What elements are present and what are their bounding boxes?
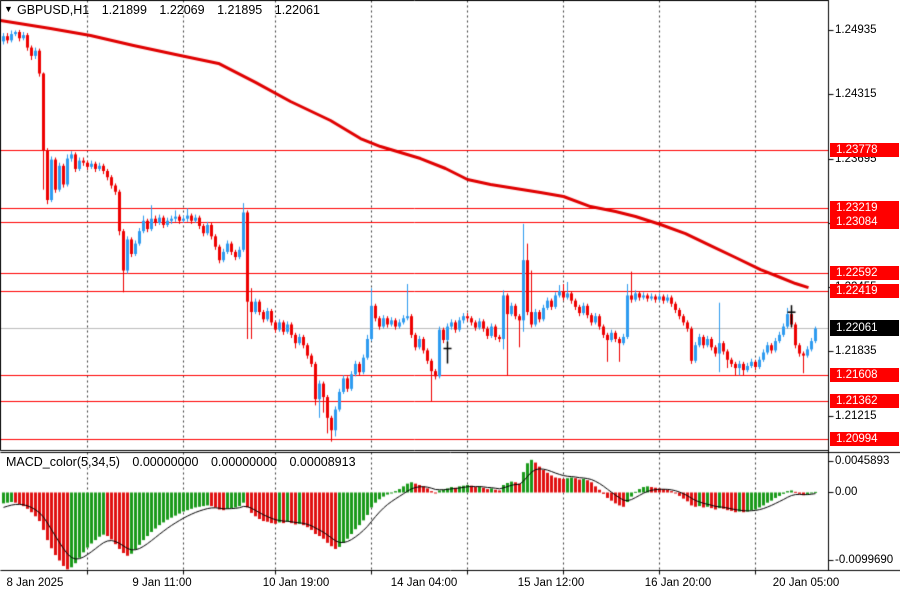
price-tick-label: 1.24315 xyxy=(835,88,877,101)
level-price-label: 1.21608 xyxy=(830,368,899,383)
current-price-label: 1.22061 xyxy=(830,320,899,337)
time-axis-label: 16 Jan 20:00 xyxy=(644,577,712,589)
level-price-label: 1.21362 xyxy=(830,393,899,408)
macd-axis-label: -0.0099690 xyxy=(835,553,894,566)
level-price-label: 1.22592 xyxy=(830,265,899,280)
level-price-label: 1.23778 xyxy=(830,142,899,157)
chart-dropdown-triangle-icon[interactable]: ▼ xyxy=(4,4,13,14)
symbol-ohlc-header: GBPUSD,H1 1.21899 1.22069 1.21895 1.2206… xyxy=(17,3,329,17)
time-axis-label: 15 Jan 12:00 xyxy=(517,577,585,589)
time-axis-label: 8 Jan 2025 xyxy=(6,577,64,589)
time-axis-label: 14 Jan 04:00 xyxy=(390,577,458,589)
price-tick-label: 1.21835 xyxy=(835,345,877,358)
price-tick-label: 1.24935 xyxy=(835,23,877,36)
close-value: 1.22061 xyxy=(274,3,320,17)
time-axis-label: 9 Jan 11:00 xyxy=(132,577,192,589)
high-value: 1.22069 xyxy=(159,3,205,17)
macd-axis-label: 0.00 xyxy=(835,485,858,498)
macd-axis-label: 0.0045893 xyxy=(835,454,890,467)
low-value: 1.21895 xyxy=(217,3,263,17)
macd-value-3: 0.00008913 xyxy=(289,455,356,469)
time-axis-label: 20 Jan 05:00 xyxy=(772,577,840,589)
time-axis-label: 10 Jan 19:00 xyxy=(262,577,330,589)
macd-value-2: 0.00000000 xyxy=(210,455,277,469)
level-price-label: 1.23084 xyxy=(830,214,899,229)
symbol-period-label: GBPUSD,H1 xyxy=(17,3,90,17)
macd-indicator-header: MACD_color(5,34,5) 0.00000000 0.00000000… xyxy=(6,455,365,469)
level-price-label: 1.23219 xyxy=(830,200,899,215)
macd-value-1: 0.00000000 xyxy=(132,455,199,469)
level-price-label: 1.20994 xyxy=(830,431,899,446)
level-price-label: 1.22419 xyxy=(830,283,899,298)
macd-name-label: MACD_color(5,34,5) xyxy=(6,455,120,469)
open-value: 1.21899 xyxy=(101,3,147,17)
price-tick-label: 1.21215 xyxy=(835,409,877,422)
